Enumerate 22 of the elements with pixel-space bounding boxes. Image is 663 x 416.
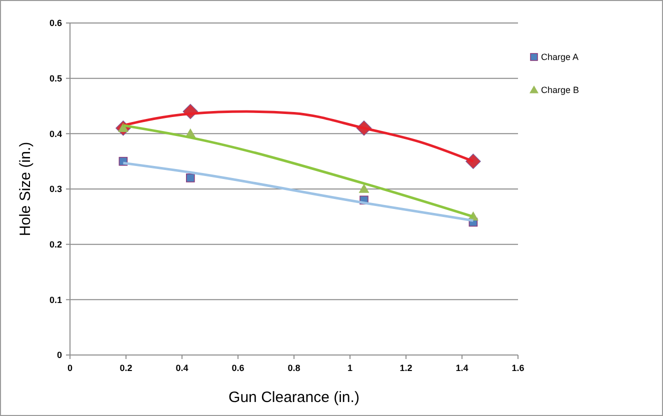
x-tick-label: 0.8 bbox=[288, 363, 300, 373]
x-tick-label: 0.4 bbox=[176, 363, 188, 373]
point bbox=[186, 174, 195, 182]
x-tick-label: 0.2 bbox=[120, 363, 132, 373]
point bbox=[358, 184, 370, 193]
x-tick-label: 1.6 bbox=[512, 363, 524, 373]
y-tick-label: 0.5 bbox=[49, 73, 62, 84]
x-tick-label: 1 bbox=[347, 363, 353, 373]
x-tick-label: 1.2 bbox=[400, 363, 412, 373]
x-tick-label: 0.6 bbox=[232, 363, 244, 373]
legend-label: Charge B bbox=[541, 85, 580, 96]
y-tick-label: 0.2 bbox=[49, 239, 62, 250]
y-tick-label: 0.6 bbox=[49, 18, 62, 28]
y-tick-label: 0.4 bbox=[49, 128, 62, 139]
x-tick-label: 0 bbox=[67, 363, 73, 373]
y-axis-title: Hole Size (in.) bbox=[17, 142, 34, 236]
y-tick-label: 0 bbox=[56, 350, 62, 360]
y-tick-label: 0.3 bbox=[49, 184, 62, 194]
y-tick-label: 0.1 bbox=[49, 294, 62, 305]
legend-label: Charge A bbox=[541, 52, 579, 62]
x-tick-label: 1.4 bbox=[456, 363, 468, 373]
x-axis-title: Gun Clearance (in.) bbox=[228, 389, 360, 406]
